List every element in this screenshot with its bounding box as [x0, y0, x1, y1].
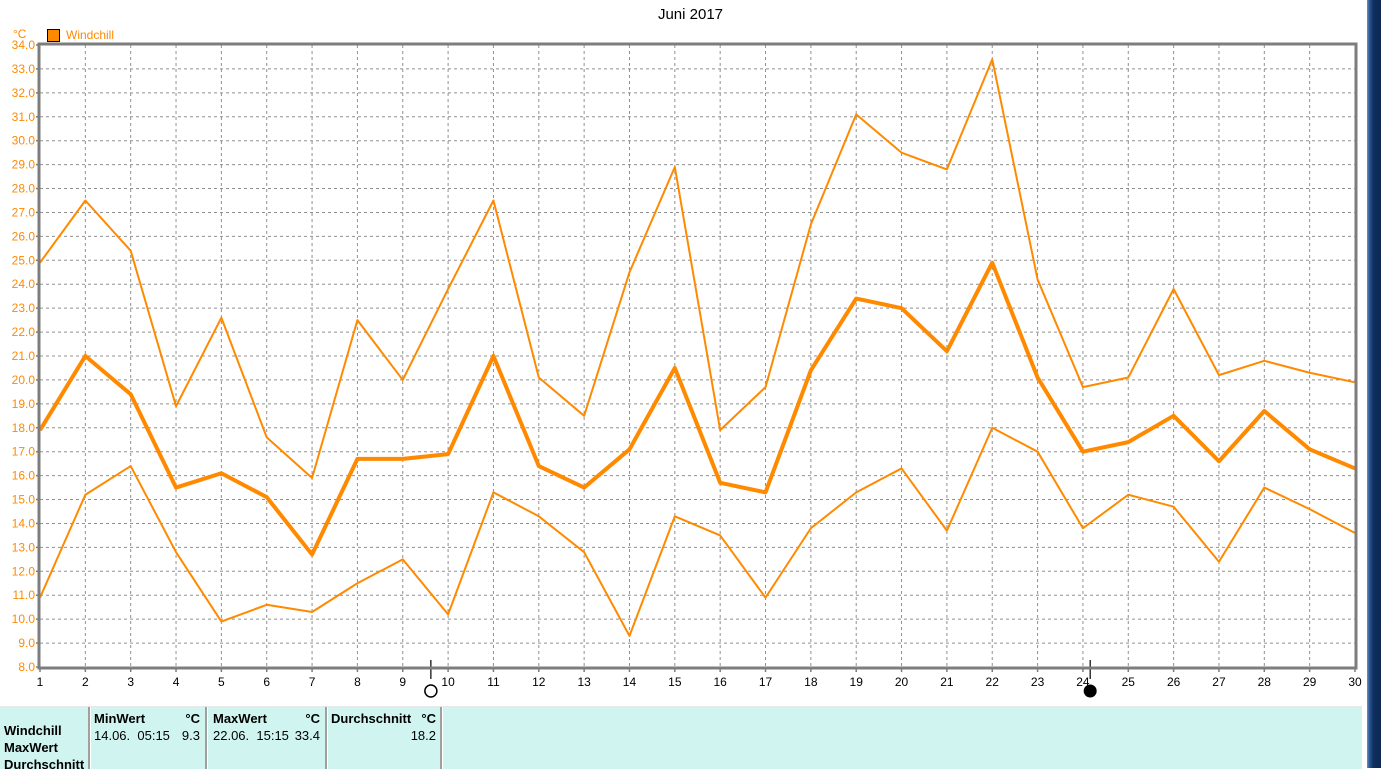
maxwert-datetime: 22.06. 15:15 [213, 728, 289, 743]
legend-swatch-icon [47, 28, 60, 42]
legend: Windchill [47, 28, 114, 42]
minwert-value: 9.3 [181, 728, 200, 743]
svg-text:34.0: 34.0 [12, 38, 36, 52]
svg-text:10.0: 10.0 [12, 612, 36, 626]
svg-text:12: 12 [532, 675, 546, 689]
y-axis-labels: 8.0 9.0 10.0 11.0 12.0 13.0 14.0 15.0 16.0 17.0 18… [12, 38, 36, 674]
plot-border [37, 42, 1358, 670]
window-edge-strip [1367, 0, 1381, 768]
svg-text:8: 8 [354, 675, 361, 689]
svg-text:14.0: 14.0 [12, 516, 36, 530]
series-max-line [39, 58, 1356, 480]
table-row-label-windchill: Windchill [4, 723, 62, 738]
svg-text:15.0: 15.0 [12, 493, 36, 507]
svg-text:29: 29 [1303, 675, 1317, 689]
svg-text:9: 9 [399, 675, 406, 689]
svg-text:20: 20 [895, 675, 909, 689]
svg-text:24: 24 [1076, 675, 1090, 689]
svg-text:17: 17 [759, 675, 773, 689]
legend-label: Windchill [66, 28, 115, 42]
svg-text:4: 4 [173, 675, 180, 689]
svg-text:13: 13 [577, 675, 591, 689]
durchschnitt-unit: °C [421, 711, 436, 726]
svg-text:18.0: 18.0 [12, 421, 36, 435]
minwert-datetime: 14.06. 05:15 [94, 728, 170, 743]
svg-text:9.0: 9.0 [18, 636, 35, 650]
durchschnitt-header: Durchschnitt [331, 711, 412, 726]
svg-text:15: 15 [668, 675, 682, 689]
svg-text:18: 18 [804, 675, 818, 689]
svg-text:29.0: 29.0 [12, 158, 36, 172]
svg-text:10: 10 [441, 675, 455, 689]
svg-text:23.0: 23.0 [12, 301, 36, 315]
axis-ticks [36, 44, 1356, 672]
x-axis-labels: 1 2 3 4 5 6 7 8 9 10 11 12 13 14 15 16 17 18 19 20 21 22 23 24 2… [37, 675, 1362, 689]
svg-text:28.0: 28.0 [12, 182, 36, 196]
svg-text:16.0: 16.0 [12, 469, 36, 483]
svg-text:22: 22 [986, 675, 1000, 689]
svg-text:7: 7 [309, 675, 316, 689]
svg-text:20.0: 20.0 [12, 373, 36, 387]
gridlines [40, 45, 1355, 667]
chart-canvas: 8.09.010.011.012.013.014.015.016.017.018… [12, 38, 1362, 698]
svg-text:21: 21 [940, 675, 954, 689]
data-series [38, 58, 1356, 637]
minwert-header: MinWert [94, 711, 146, 726]
svg-text:5: 5 [218, 675, 225, 689]
summary-table: Windchill MaxWert Durchschnitt MinWert °… [0, 706, 1362, 772]
svg-text:17.0: 17.0 [12, 445, 36, 459]
svg-text:26.0: 26.0 [12, 229, 36, 243]
maxwert-unit: °C [305, 711, 320, 726]
svg-text:11: 11 [487, 675, 500, 689]
svg-text:24.0: 24.0 [12, 277, 36, 291]
svg-text:1: 1 [37, 675, 44, 689]
series-min-line [39, 426, 1356, 637]
svg-text:25: 25 [1122, 675, 1136, 689]
svg-text:33.0: 33.0 [12, 62, 36, 76]
page-title: Juni 2017 [657, 6, 724, 23]
durchschnitt-value: 18.2 [410, 728, 436, 743]
svg-text:26: 26 [1167, 675, 1181, 689]
svg-text:25.0: 25.0 [12, 253, 36, 267]
moon-phase-markers [424, 660, 1097, 698]
svg-text:16: 16 [713, 675, 727, 689]
svg-text:14: 14 [623, 675, 637, 689]
maxwert-header: MaxWert [213, 711, 267, 726]
table-row-label-durchschnitt: Durchschnitt [4, 757, 85, 772]
svg-text:6: 6 [263, 675, 270, 689]
svg-text:19: 19 [850, 675, 864, 689]
svg-text:30.0: 30.0 [12, 134, 36, 148]
new-moon-marker-icon [1083, 684, 1097, 698]
svg-text:27: 27 [1212, 675, 1226, 689]
column-separator [440, 707, 443, 769]
table-row-label-maxwert: MaxWert [4, 740, 58, 755]
column-separator [325, 707, 328, 769]
column-separator [88, 707, 91, 769]
svg-text:19.0: 19.0 [12, 397, 36, 411]
svg-text:11.0: 11.0 [13, 588, 36, 602]
svg-text:21.0: 21.0 [12, 349, 36, 363]
svg-text:30: 30 [1348, 675, 1362, 689]
svg-text:2: 2 [82, 675, 89, 689]
svg-text:22.0: 22.0 [12, 325, 36, 339]
svg-text:28: 28 [1258, 675, 1272, 689]
column-separator [205, 707, 208, 769]
svg-text:27.0: 27.0 [12, 205, 36, 219]
svg-text:12.0: 12.0 [12, 564, 36, 578]
minwert-unit: °C [185, 711, 200, 726]
svg-text:8.0: 8.0 [18, 660, 35, 674]
series-avg-line [38, 260, 1356, 557]
svg-text:23: 23 [1031, 675, 1045, 689]
svg-text:3: 3 [127, 675, 134, 689]
full-moon-marker-icon [424, 684, 438, 698]
svg-text:13.0: 13.0 [12, 540, 36, 554]
svg-text:32.0: 32.0 [12, 86, 36, 100]
y-axis-unit-label: °C [13, 27, 27, 41]
svg-text:31.0: 31.0 [12, 110, 36, 124]
maxwert-value: 33.4 [294, 728, 320, 743]
